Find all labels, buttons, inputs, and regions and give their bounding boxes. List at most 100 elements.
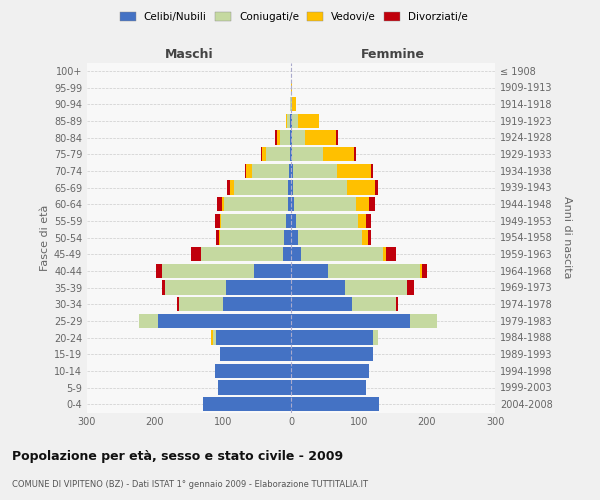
Bar bbox=[422, 264, 427, 278]
Bar bbox=[373, 330, 378, 344]
Bar bbox=[420, 264, 422, 278]
Bar bbox=[291, 197, 295, 211]
Bar bbox=[220, 230, 284, 244]
Bar bbox=[284, 230, 291, 244]
Bar bbox=[298, 114, 319, 128]
Bar bbox=[230, 180, 234, 194]
Bar bbox=[162, 280, 165, 294]
Bar bbox=[223, 197, 224, 211]
Bar bbox=[366, 214, 371, 228]
Bar bbox=[216, 330, 291, 344]
Bar bbox=[218, 380, 291, 394]
Bar bbox=[291, 330, 373, 344]
Bar bbox=[291, 297, 352, 311]
Bar bbox=[226, 280, 291, 294]
Bar bbox=[346, 280, 407, 294]
Bar bbox=[283, 247, 291, 261]
Bar bbox=[397, 297, 398, 311]
Bar bbox=[290, 114, 291, 128]
Bar bbox=[291, 80, 292, 94]
Bar bbox=[290, 130, 291, 144]
Bar bbox=[291, 347, 373, 361]
Bar bbox=[358, 214, 366, 228]
Bar bbox=[298, 230, 362, 244]
Bar bbox=[291, 314, 410, 328]
Bar bbox=[291, 114, 292, 128]
Bar bbox=[203, 397, 291, 411]
Text: Popolazione per età, sesso e stato civile - 2009: Popolazione per età, sesso e stato civil… bbox=[12, 450, 343, 463]
Bar bbox=[371, 164, 373, 178]
Text: Maschi: Maschi bbox=[164, 48, 214, 61]
Bar bbox=[347, 180, 374, 194]
Bar bbox=[220, 214, 221, 228]
Bar bbox=[223, 297, 291, 311]
Bar bbox=[158, 314, 291, 328]
Bar bbox=[261, 147, 262, 161]
Bar bbox=[291, 397, 379, 411]
Bar bbox=[266, 147, 290, 161]
Bar bbox=[165, 280, 226, 294]
Bar bbox=[262, 147, 266, 161]
Bar bbox=[291, 230, 298, 244]
Bar bbox=[336, 130, 338, 144]
Bar bbox=[251, 164, 289, 178]
Bar bbox=[293, 180, 347, 194]
Bar bbox=[291, 130, 292, 144]
Bar bbox=[215, 230, 219, 244]
Bar bbox=[407, 280, 414, 294]
Bar bbox=[293, 164, 337, 178]
Bar bbox=[291, 164, 293, 178]
Bar bbox=[246, 164, 251, 178]
Bar bbox=[337, 164, 371, 178]
Bar bbox=[280, 130, 290, 144]
Bar bbox=[288, 197, 291, 211]
Bar bbox=[291, 280, 346, 294]
Bar bbox=[296, 214, 358, 228]
Bar bbox=[328, 264, 420, 278]
Bar bbox=[290, 147, 291, 161]
Bar bbox=[301, 247, 383, 261]
Text: Femmine: Femmine bbox=[361, 48, 425, 61]
Bar bbox=[245, 164, 246, 178]
Bar bbox=[157, 264, 162, 278]
Bar bbox=[374, 180, 378, 194]
Bar bbox=[217, 197, 223, 211]
Bar bbox=[295, 197, 356, 211]
Bar bbox=[289, 164, 291, 178]
Bar bbox=[292, 130, 305, 144]
Bar bbox=[292, 147, 323, 161]
Bar bbox=[291, 147, 292, 161]
Bar bbox=[234, 180, 288, 194]
Bar bbox=[383, 247, 386, 261]
Bar bbox=[286, 214, 291, 228]
Bar bbox=[221, 214, 286, 228]
Bar bbox=[291, 380, 366, 394]
Bar bbox=[254, 264, 291, 278]
Bar bbox=[288, 180, 291, 194]
Bar bbox=[287, 114, 290, 128]
Bar bbox=[352, 297, 397, 311]
Bar bbox=[215, 214, 220, 228]
Bar bbox=[213, 330, 216, 344]
Bar bbox=[291, 264, 328, 278]
Bar bbox=[353, 147, 356, 161]
Bar bbox=[177, 297, 179, 311]
Bar bbox=[305, 130, 336, 144]
Bar bbox=[291, 247, 301, 261]
Bar bbox=[291, 97, 292, 112]
Bar bbox=[215, 364, 291, 378]
Bar bbox=[356, 197, 369, 211]
Bar bbox=[220, 347, 291, 361]
Legend: Celibi/Nubili, Coniugati/e, Vedovi/e, Divorziati/e: Celibi/Nubili, Coniugati/e, Vedovi/e, Di… bbox=[116, 8, 472, 26]
Bar bbox=[286, 114, 287, 128]
Y-axis label: Anni di nascita: Anni di nascita bbox=[562, 196, 572, 278]
Y-axis label: Fasce di età: Fasce di età bbox=[40, 204, 50, 270]
Bar bbox=[410, 314, 437, 328]
Bar bbox=[386, 247, 397, 261]
Bar bbox=[277, 130, 280, 144]
Bar bbox=[227, 180, 230, 194]
Text: COMUNE DI VIPITENO (BZ) - Dati ISTAT 1° gennaio 2009 - Elaborazione TUTTITALIA.I: COMUNE DI VIPITENO (BZ) - Dati ISTAT 1° … bbox=[12, 480, 368, 489]
Bar bbox=[369, 197, 374, 211]
Bar bbox=[368, 230, 371, 244]
Bar bbox=[162, 264, 254, 278]
